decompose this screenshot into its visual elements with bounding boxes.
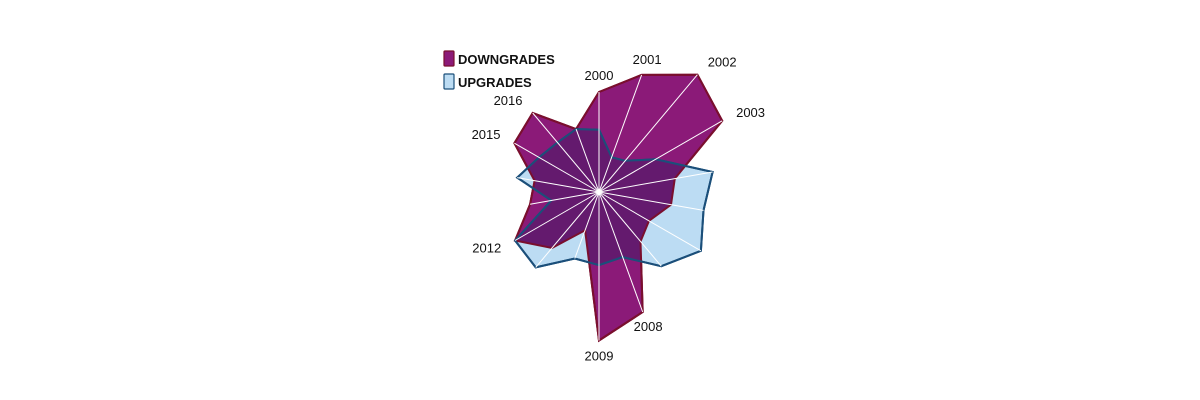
spoke-2002 <box>598 74 698 193</box>
spoke-2017 <box>575 128 600 193</box>
year-label-2002: 2002 <box>708 55 737 70</box>
spoke-2015 <box>514 142 600 193</box>
spoke-2010 <box>574 191 600 259</box>
spoke-layer <box>514 74 723 341</box>
legend-item-upgrades: UPGRADES <box>443 73 532 90</box>
spoke-2008 <box>598 191 644 313</box>
spoke-2014 <box>517 177 600 193</box>
legend-label-downgrades: DOWNGRADES <box>458 52 555 67</box>
spoke-2011 <box>535 191 600 268</box>
legend-swatch-upgrades <box>443 73 455 90</box>
spoke-2016 <box>532 112 600 193</box>
spoke-2001 <box>598 74 643 193</box>
spoke-2006 <box>598 191 702 252</box>
year-label-2016: 2016 <box>494 93 523 108</box>
legend-item-downgrades: DOWNGRADES <box>443 50 555 67</box>
legend-label-upgrades: UPGRADES <box>458 75 532 90</box>
year-label-2009: 2009 <box>585 349 614 364</box>
spoke-2013 <box>530 191 600 205</box>
spoke-2004 <box>598 171 713 193</box>
spoke-2005 <box>598 191 704 211</box>
spoke-2007 <box>598 191 662 267</box>
series-layer <box>513 73 724 343</box>
year-label-2008: 2008 <box>634 319 663 334</box>
legend: DOWNGRADES UPGRADES <box>443 50 555 90</box>
year-labels: 2000 2001 2002 2003 2008 2009 2012 2015 2016 <box>472 52 765 364</box>
year-label-2000: 2000 <box>585 68 614 83</box>
year-label-2015: 2015 <box>472 127 501 142</box>
spoke-2012 <box>514 191 600 241</box>
year-label-2012: 2012 <box>472 241 501 256</box>
year-label-2003: 2003 <box>736 105 765 120</box>
year-label-2001: 2001 <box>633 52 662 67</box>
legend-swatch-downgrades <box>443 50 455 67</box>
spoke-2003 <box>598 120 723 193</box>
